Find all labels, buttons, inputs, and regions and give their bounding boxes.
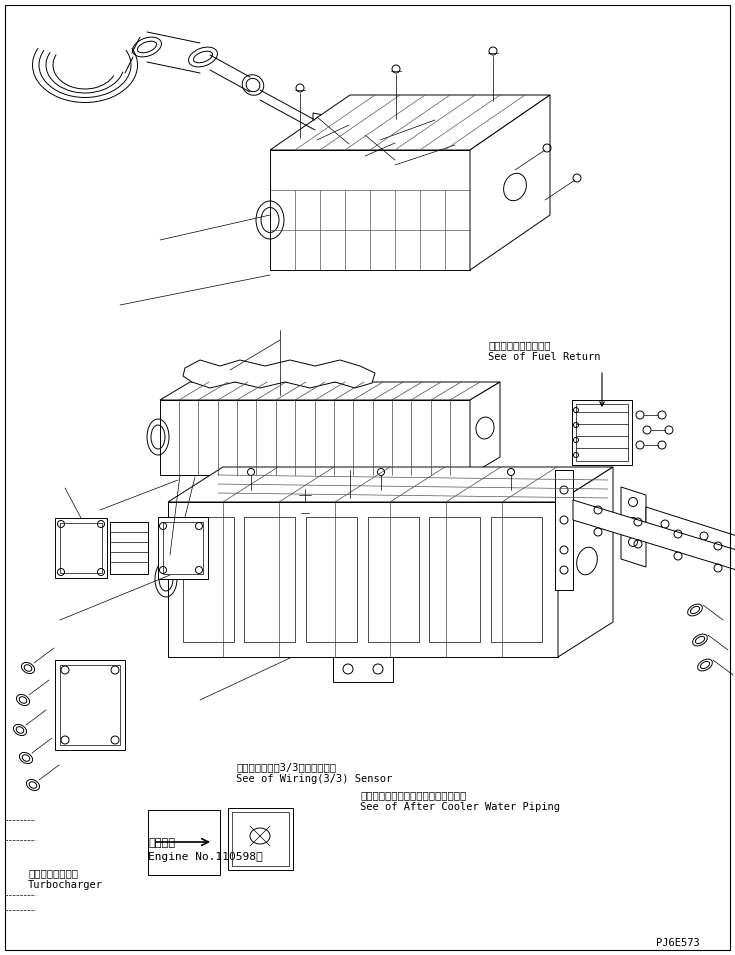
Bar: [55, 518, 107, 578]
Text: See of Fuel Return: See of Fuel Return: [488, 352, 600, 362]
Polygon shape: [621, 487, 646, 567]
Polygon shape: [646, 507, 735, 579]
Bar: [576, 404, 628, 461]
Polygon shape: [333, 657, 393, 682]
Text: See of Wiring(3/3) Sensor: See of Wiring(3/3) Sensor: [236, 774, 392, 784]
Bar: [60, 523, 102, 573]
Bar: [55, 660, 125, 750]
Text: ターボチャージャ: ターボチャージャ: [28, 868, 78, 878]
Polygon shape: [470, 95, 550, 270]
Text: See of After Cooler Water Piping: See of After Cooler Water Piping: [360, 802, 560, 812]
Text: アフタクーラウォータパイピング参照: アフタクーラウォータパイピング参照: [360, 790, 466, 800]
Bar: [228, 808, 293, 870]
Text: 適用号機: 適用号機: [148, 838, 175, 848]
Text: PJ6E573: PJ6E573: [656, 938, 700, 948]
Bar: [491, 517, 542, 642]
Polygon shape: [160, 382, 500, 400]
Polygon shape: [183, 360, 375, 388]
Bar: [572, 400, 632, 465]
Polygon shape: [168, 467, 613, 502]
Bar: [60, 665, 120, 745]
Bar: [555, 470, 573, 590]
Polygon shape: [573, 500, 735, 575]
Text: Turbocharger: Turbocharger: [28, 880, 103, 890]
Polygon shape: [558, 467, 613, 657]
Bar: [306, 517, 357, 642]
Text: フェエルリターン参照: フェエルリターン参照: [488, 340, 551, 350]
Bar: [368, 517, 419, 642]
Text: Engine No.110598～: Engine No.110598～: [148, 852, 262, 862]
Bar: [232, 812, 289, 866]
Text: ワイヤリング（3/3）センサ参照: ワイヤリング（3/3）センサ参照: [236, 762, 336, 772]
Bar: [158, 517, 208, 579]
Polygon shape: [270, 95, 550, 150]
Polygon shape: [168, 502, 558, 657]
Bar: [148, 810, 220, 875]
Bar: [244, 517, 295, 642]
Bar: [163, 522, 203, 574]
Bar: [110, 522, 148, 574]
Polygon shape: [470, 382, 500, 475]
Polygon shape: [270, 150, 470, 270]
Bar: [429, 517, 480, 642]
Bar: [183, 517, 234, 642]
Polygon shape: [160, 400, 470, 475]
